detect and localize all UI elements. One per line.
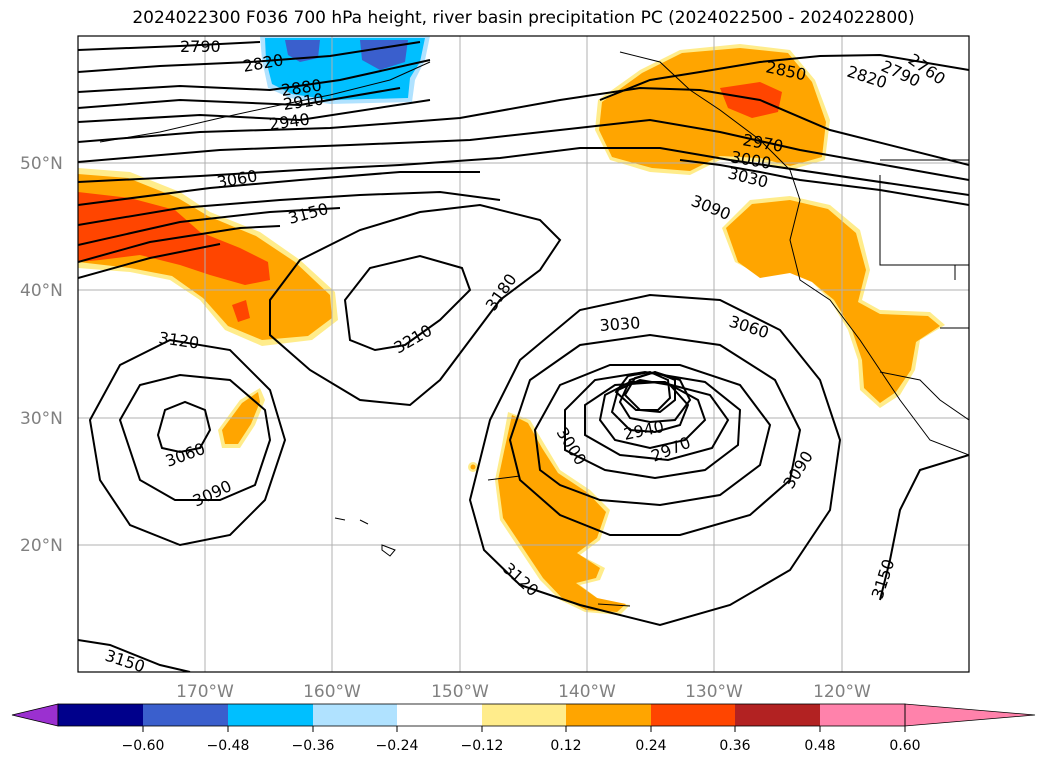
colorbar-tick-label: −0.60 bbox=[122, 738, 165, 754]
lon-label: 170°W bbox=[176, 682, 234, 702]
lon-label: 150°W bbox=[431, 682, 489, 702]
colorbar-tick-label: 0.12 bbox=[550, 738, 581, 754]
colorbar-extend-high bbox=[904, 703, 1036, 727]
colorbar-tick-label: −0.12 bbox=[461, 738, 504, 754]
lat-label: 40°N bbox=[20, 281, 63, 301]
colorbar-tick-label: −0.48 bbox=[207, 738, 250, 754]
colorbar-segment bbox=[143, 704, 228, 726]
longitude-labels: 170°W 160°W 150°W 140°W 130°W 120°W bbox=[176, 682, 871, 702]
colorbar-segment bbox=[566, 704, 651, 726]
contour-label: 2790 bbox=[180, 37, 221, 56]
lon-label: 140°W bbox=[558, 682, 616, 702]
map-title: 2024022300 F036 700 hPa height, river ba… bbox=[132, 8, 915, 28]
map-panel: 2790 2820 2880 2910 2940 3060 3150 3210 … bbox=[78, 36, 969, 672]
colorbar-tick-label: 0.36 bbox=[719, 738, 750, 754]
lon-label: 130°W bbox=[685, 682, 743, 702]
graticule bbox=[78, 36, 969, 672]
colorbar-ticks bbox=[142, 726, 906, 732]
colorbar-extend-low bbox=[11, 703, 59, 727]
colorbar-tick-label: −0.24 bbox=[376, 738, 419, 754]
lat-label: 50°N bbox=[20, 154, 63, 174]
colorbar-tick-label: −0.36 bbox=[292, 738, 335, 754]
lat-label: 30°N bbox=[20, 409, 63, 429]
colorbar-tick-label: 0.48 bbox=[804, 738, 835, 754]
colorbar: −0.60 −0.48 −0.36 −0.24 −0.12 0.12 0.24 … bbox=[11, 703, 1036, 754]
colorbar-segment bbox=[482, 704, 566, 726]
colorbar-segment bbox=[820, 704, 905, 726]
height-contours bbox=[78, 41, 969, 672]
colorbar-segment bbox=[58, 704, 143, 726]
colorbar-segment bbox=[313, 704, 397, 726]
lon-label: 120°W bbox=[813, 682, 871, 702]
colorbar-segment bbox=[397, 704, 482, 726]
lat-label: 20°N bbox=[20, 536, 63, 556]
lon-label: 160°W bbox=[303, 682, 361, 702]
contour-label: 3030 bbox=[599, 313, 641, 335]
colorbar-segment bbox=[228, 704, 313, 726]
colorbar-tick-label: 0.60 bbox=[889, 738, 920, 754]
map-frame bbox=[77, 35, 970, 673]
colorbar-tick-label: 0.24 bbox=[635, 738, 666, 754]
colorbar-segment bbox=[735, 704, 820, 726]
colorbar-segment bbox=[651, 704, 735, 726]
latitude-labels: 50°N 40°N 30°N 20°N bbox=[20, 154, 63, 556]
